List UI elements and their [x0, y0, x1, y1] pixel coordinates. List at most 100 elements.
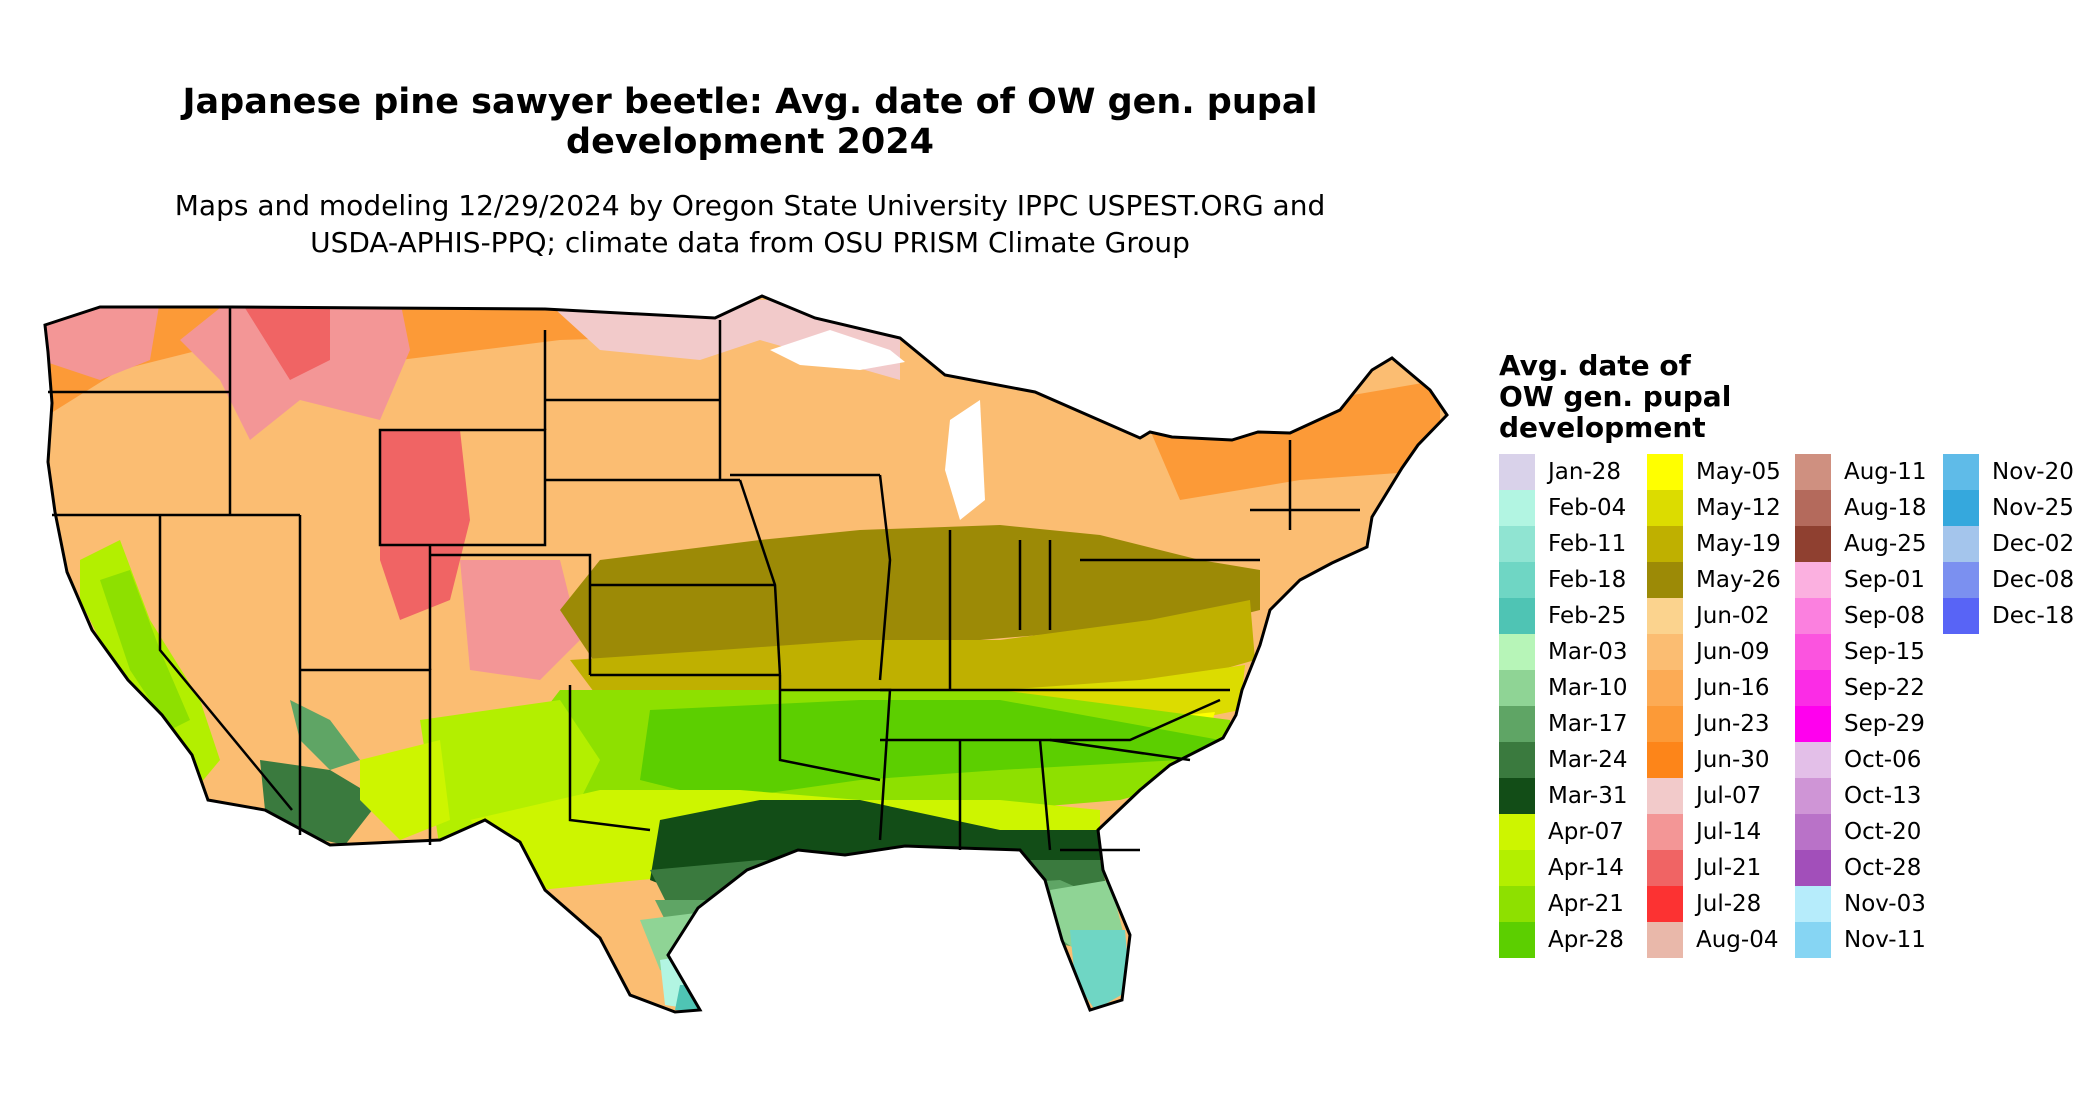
zone-jul14-nw: [45, 300, 160, 380]
lake-michigan: [945, 400, 985, 520]
map-title: Japanese pine sawyer beetle: Avg. date o…: [80, 82, 1420, 162]
legend-label: Apr-14: [1548, 855, 1624, 881]
legend-label: Jun-23: [1696, 711, 1770, 737]
legend-item: Mar-10: [1499, 670, 1628, 706]
legend-swatch: [1499, 598, 1535, 634]
legend-item: Nov-25: [1943, 490, 2074, 526]
zone-jun30-ne: [1150, 380, 1440, 500]
legend-label: Apr-21: [1548, 891, 1624, 917]
legend-item: Sep-22: [1795, 670, 1925, 706]
legend-item: Nov-03: [1795, 886, 1926, 922]
legend-swatch: [1499, 814, 1535, 850]
legend-item: May-19: [1647, 526, 1781, 562]
legend-swatch: [1647, 814, 1683, 850]
legend-swatch: [1943, 526, 1979, 562]
legend-item: Sep-15: [1795, 634, 1925, 670]
legend-swatch: [1647, 598, 1683, 634]
legend-swatch: [1795, 814, 1831, 850]
legend-item: Sep-01: [1795, 562, 1925, 598]
legend-item: Jul-14: [1647, 814, 1761, 850]
legend-swatch: [1647, 706, 1683, 742]
legend-swatch: [1647, 850, 1683, 886]
legend-label: Feb-11: [1548, 531, 1627, 557]
legend-item: Jun-09: [1647, 634, 1770, 670]
legend-item: Aug-11: [1795, 454, 1926, 490]
legend-swatch: [1795, 562, 1831, 598]
legend-swatch: [1943, 490, 1979, 526]
legend-swatch: [1647, 562, 1683, 598]
legend-label: Sep-15: [1844, 639, 1925, 665]
legend-label: May-05: [1696, 459, 1781, 485]
legend-swatch: [1499, 778, 1535, 814]
legend-label: Oct-20: [1844, 819, 1922, 845]
legend-label: Dec-18: [1992, 603, 2075, 629]
legend-label: Mar-17: [1548, 711, 1628, 737]
legend-swatch: [1795, 922, 1831, 958]
legend-item: Aug-18: [1795, 490, 1926, 526]
legend-swatch: [1499, 670, 1535, 706]
legend-label: Mar-24: [1548, 747, 1628, 773]
legend-swatch: [1795, 634, 1831, 670]
legend-swatch: [1499, 706, 1535, 742]
boundary-ca-nv: [158, 515, 293, 811]
map-subtitle: Maps and modeling 12/29/2024 by Oregon S…: [80, 187, 1420, 261]
legend-label: Nov-20: [1992, 459, 2074, 485]
legend-item: Oct-06: [1795, 742, 1921, 778]
legend-item: Apr-21: [1499, 886, 1624, 922]
legend-label: Sep-08: [1844, 603, 1925, 629]
legend-item: Oct-20: [1795, 814, 1921, 850]
legend-label: May-19: [1696, 531, 1781, 557]
legend-swatch: [1499, 490, 1535, 526]
boundary-al-ga: [1038, 739, 1052, 851]
legend-label: Oct-13: [1844, 783, 1922, 809]
zone-apr21-ca: [100, 570, 190, 730]
legend-title-line-3: development: [1499, 411, 1706, 444]
legend-label: May-12: [1696, 495, 1781, 521]
legend-swatch: [1943, 454, 1979, 490]
map-title-line-1: Japanese pine sawyer beetle: Avg. date o…: [182, 82, 1318, 122]
legend-label: Mar-10: [1548, 675, 1628, 701]
legend-item: Dec-02: [1943, 526, 2074, 562]
map-color-zones: [45, 300, 1440, 1012]
legend-label: Nov-11: [1844, 927, 1926, 953]
boundary-ia-mo-west: [738, 479, 782, 676]
legend-item: Aug-25: [1795, 526, 1926, 562]
legend-item: Apr-14: [1499, 850, 1624, 886]
legend-item: May-12: [1647, 490, 1781, 526]
legend-item: Feb-25: [1499, 598, 1626, 634]
legend-label: Jun-16: [1696, 675, 1770, 701]
legend-label: Jun-30: [1696, 747, 1770, 773]
legend-label: Aug-11: [1844, 459, 1927, 485]
legend-item: Aug-04: [1647, 922, 1778, 958]
legend-label: Dec-02: [1992, 531, 2075, 557]
legend-label: Sep-22: [1844, 675, 1925, 701]
legend-swatch: [1647, 490, 1683, 526]
lake-superior: [770, 330, 905, 370]
legend-label: Dec-08: [1992, 567, 2075, 593]
us-map: [43, 294, 1449, 1014]
legend-swatch: [1943, 562, 1979, 598]
legend-swatch: [1795, 886, 1831, 922]
legend-title: Avg. date of OW gen. pupal development: [1499, 350, 1759, 443]
legend-swatch: [1795, 454, 1831, 490]
legend-swatch: [1499, 526, 1535, 562]
map-subtitle-line-1: Maps and modeling 12/29/2024 by Oregon S…: [174, 189, 1326, 222]
legend-item: Sep-08: [1795, 598, 1925, 634]
zone-feb18: [1070, 930, 1130, 1010]
zone-apr28: [640, 700, 1220, 800]
legend-item: Nov-20: [1943, 454, 2074, 490]
legend-label: Feb-04: [1548, 495, 1627, 521]
legend-swatch: [1647, 670, 1683, 706]
legend-label: Feb-25: [1548, 603, 1627, 629]
legend-swatch: [1647, 886, 1683, 922]
map-title-line-2: development 2024: [566, 122, 934, 162]
boundary-nm-tx: [568, 685, 651, 832]
legend-title-line-1: Avg. date of: [1499, 349, 1691, 382]
legend-item: Oct-28: [1795, 850, 1921, 886]
legend-title-line-2: OW gen. pupal: [1499, 380, 1732, 413]
legend-label: Sep-01: [1844, 567, 1925, 593]
legend-label: Mar-03: [1548, 639, 1628, 665]
legend-item: Dec-18: [1943, 598, 2074, 634]
legend-label: Mar-31: [1548, 783, 1628, 809]
zone-jul07-north: [545, 300, 900, 380]
